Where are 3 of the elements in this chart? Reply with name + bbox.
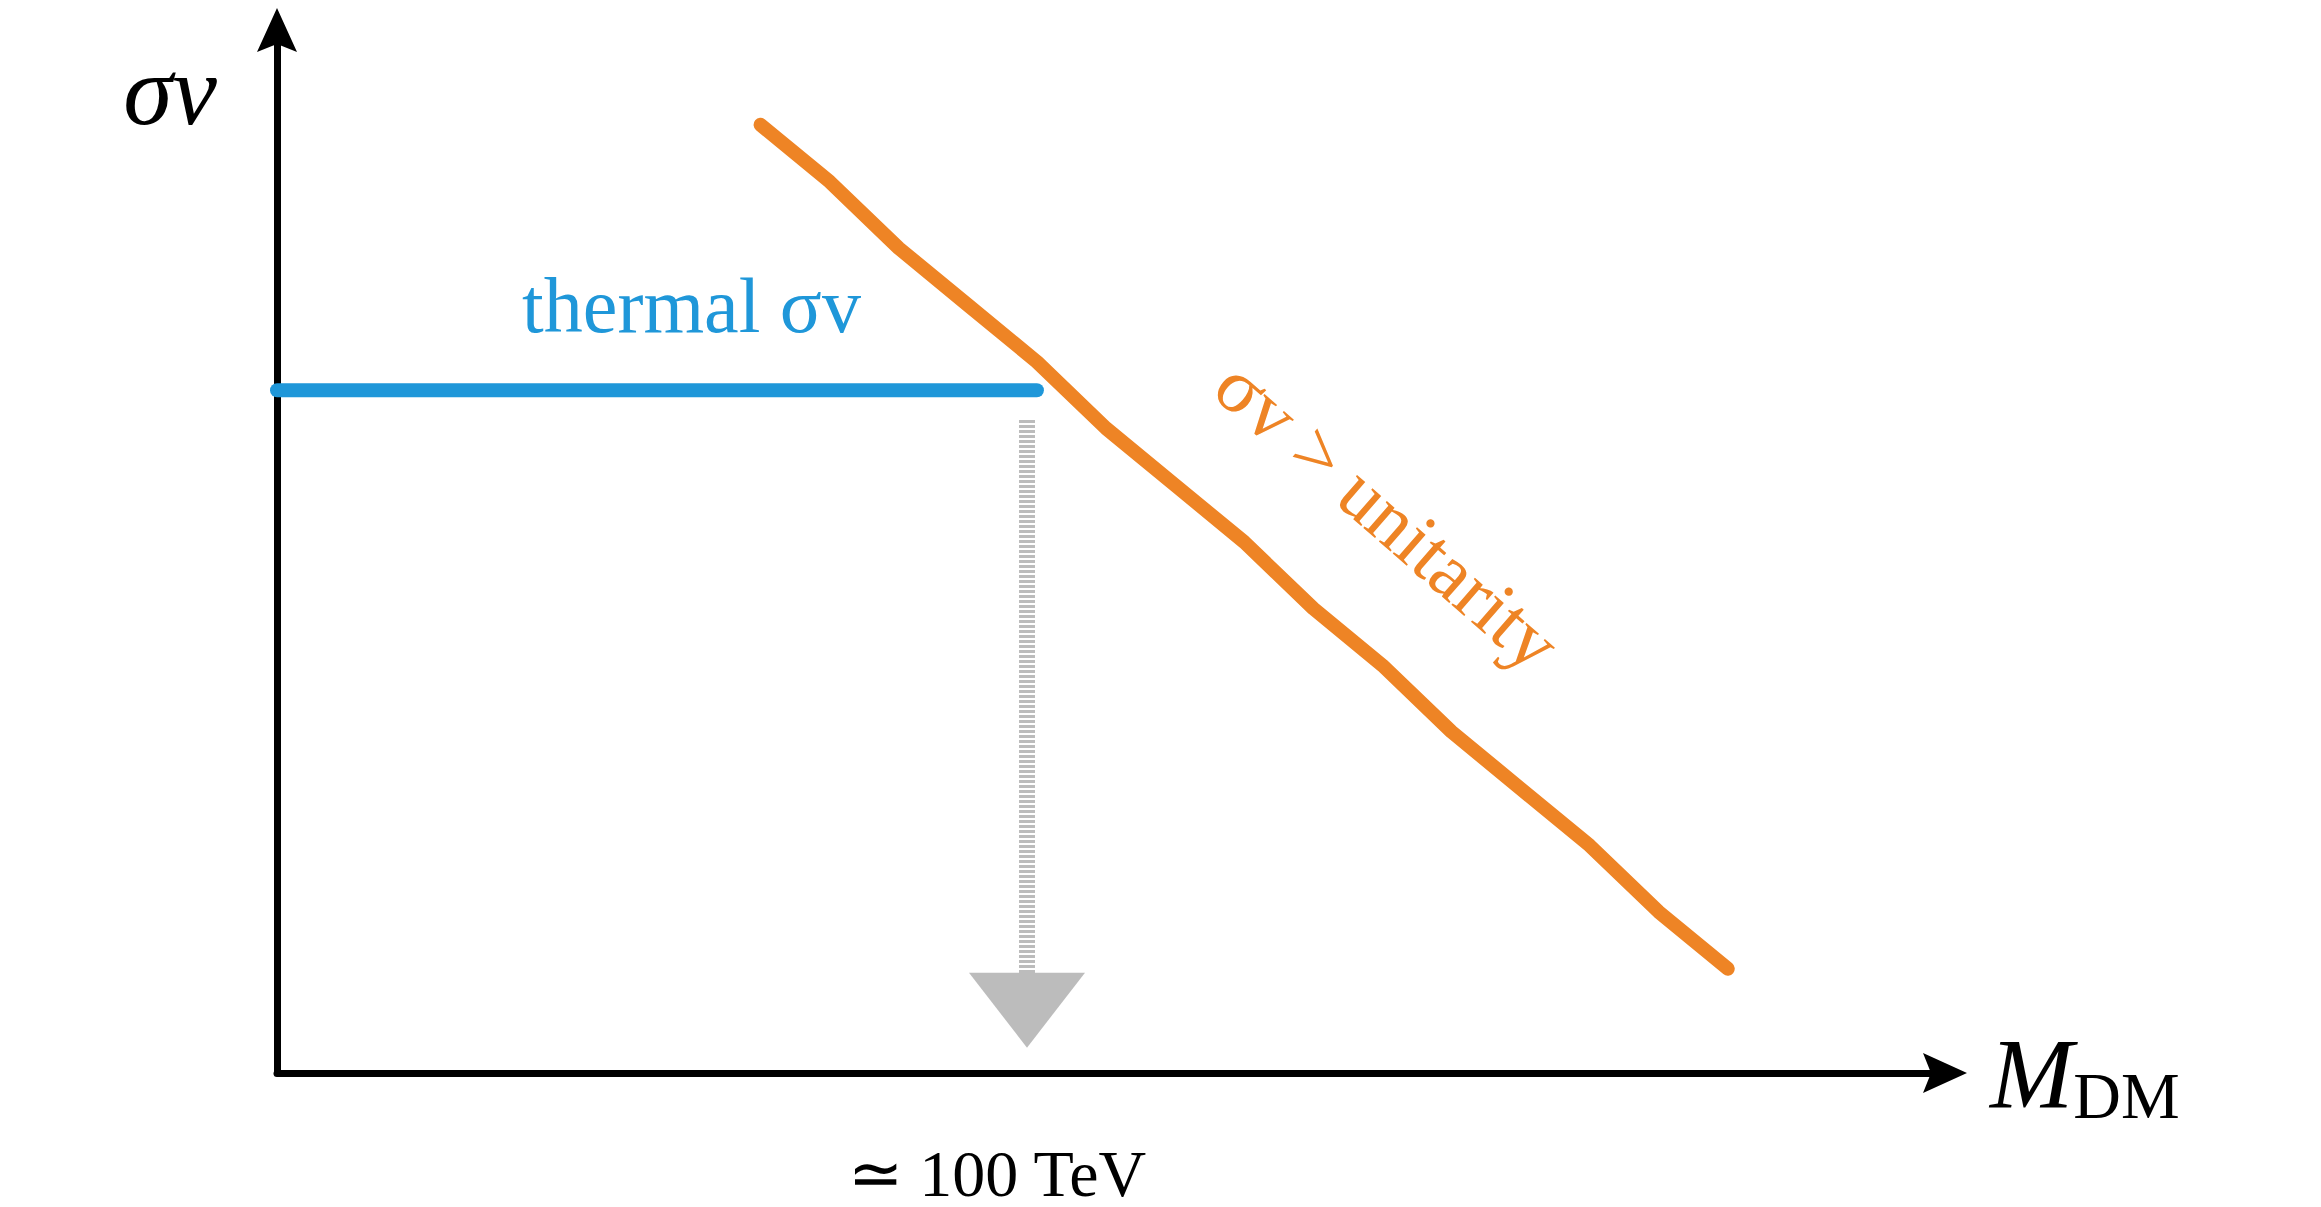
y-axis-title: σv	[123, 34, 218, 146]
series-label: thermal σv	[522, 261, 861, 349]
text: ≃ 100 TeV	[847, 1136, 1147, 1207]
